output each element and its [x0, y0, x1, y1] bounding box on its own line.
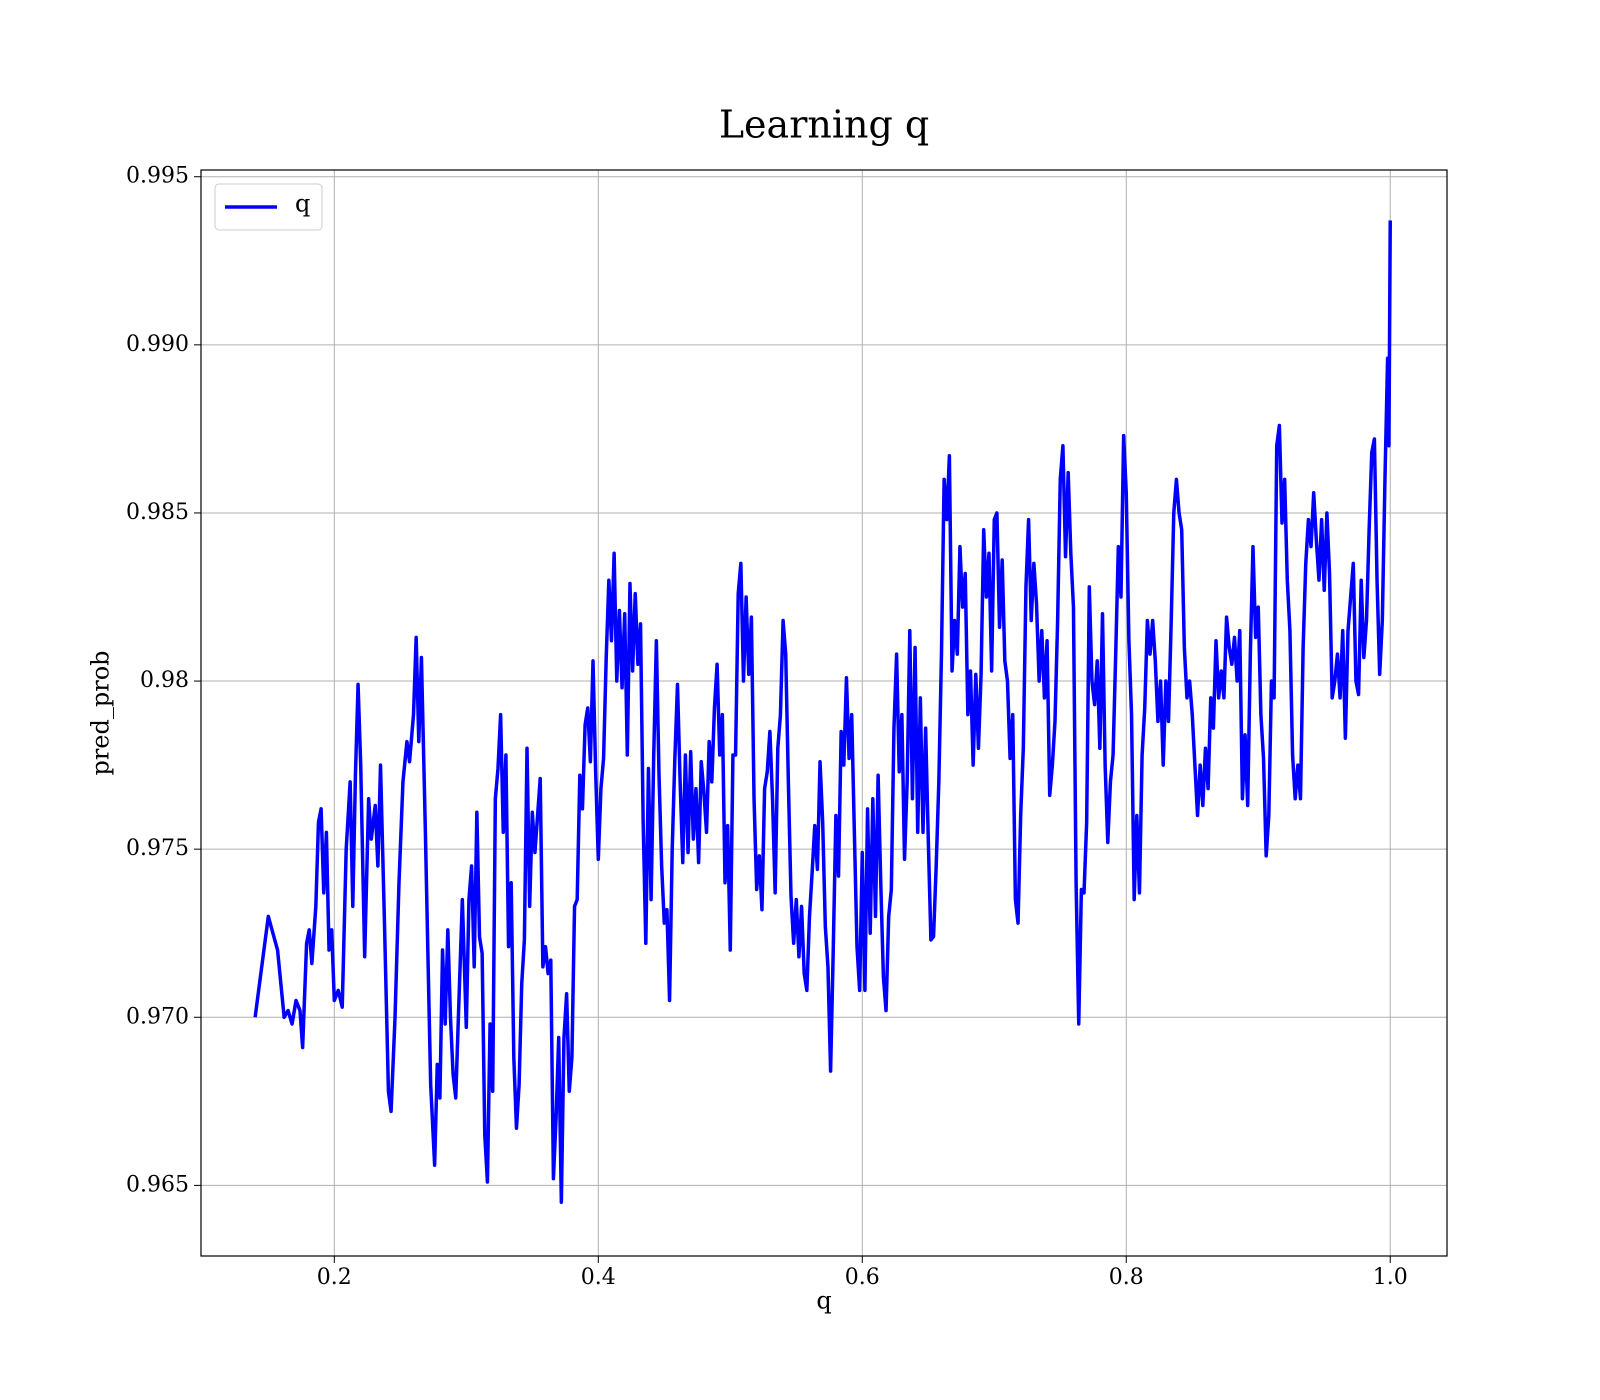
y-tick-label: 0.995: [126, 164, 189, 189]
y-tick-label: 0.975: [126, 836, 189, 861]
legend-label: q: [295, 190, 310, 218]
data-line: [253, 220, 1392, 1204]
x-tick-label: 0.4: [581, 1265, 616, 1290]
x-tick-label: 0.2: [317, 1265, 352, 1290]
x-axis-label: q: [816, 1287, 831, 1315]
y-tick-label: 0.990: [126, 332, 189, 357]
plot-frame: [200, 169, 1448, 1257]
legend: q: [214, 183, 323, 231]
x-tick-label: 0.8: [1109, 1265, 1144, 1290]
x-tick-label: 1.0: [1373, 1265, 1408, 1290]
chart-title: Learning q: [719, 103, 929, 147]
y-tick-label: 0.985: [126, 500, 189, 525]
x-tick-label: 0.6: [845, 1265, 880, 1290]
y-axis-label: pred_prob: [87, 650, 115, 775]
y-tick-label: 0.965: [126, 1172, 189, 1197]
y-tick-label: 0.970: [126, 1004, 189, 1029]
y-tick-label: 0.98: [140, 668, 189, 693]
